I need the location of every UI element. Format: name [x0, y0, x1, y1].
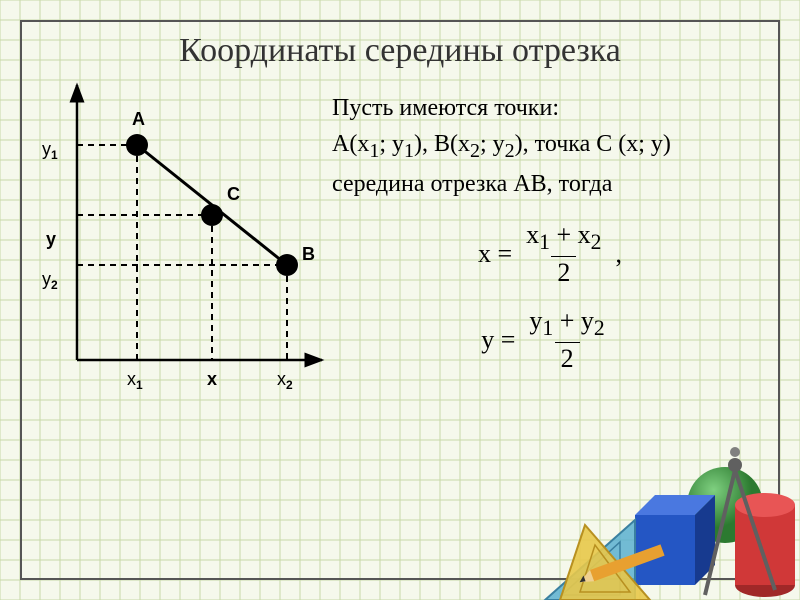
body-text: A(x1; y1), B(x2; y2), точка C (x; y) сер… — [332, 126, 768, 202]
page-title: Координаты середины отрезка — [22, 32, 778, 70]
formula-x-num: x1 + x2 — [520, 220, 607, 256]
svg-text:x: x — [207, 369, 217, 389]
intro-text: Пусть имеются точки: — [332, 90, 768, 126]
text-area: Пусть имеются точки: A(x1; y1), B(x2; y2… — [332, 70, 778, 410]
formula-x-tail: , — [616, 239, 623, 269]
formula-y-den: 2 — [555, 342, 580, 374]
formula-y-num: y1 + y2 — [523, 306, 610, 342]
formula-x: x = x1 + x2 2 , — [332, 220, 768, 288]
svg-text:y1: y1 — [42, 139, 58, 162]
svg-text:A: A — [132, 109, 145, 129]
svg-text:y2: y2 — [42, 269, 58, 292]
svg-text:x1: x1 — [127, 369, 143, 392]
midpoint-chart: A C By1 y y2 x1 x x2 — [22, 70, 332, 410]
svg-text:y: y — [46, 229, 56, 249]
formula-x-lhs: x = — [478, 239, 512, 269]
svg-text:B: B — [302, 244, 315, 264]
content-frame: Координаты середины отрезка A C By1 y y2 x1 x x… — [20, 20, 780, 580]
formula-x-den: 2 — [551, 256, 576, 288]
chart-area: A C By1 y y2 x1 x x2 — [22, 70, 332, 410]
formula-y-lhs: y = — [481, 325, 515, 355]
svg-text:C: C — [227, 184, 240, 204]
svg-text:x2: x2 — [277, 369, 293, 392]
formula-y: y = y1 + y2 2 — [332, 306, 768, 374]
